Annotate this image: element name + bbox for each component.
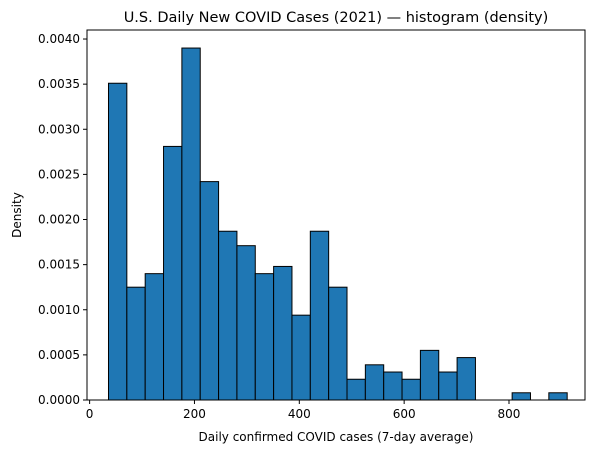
- x-axis-label: Daily confirmed COVID cases (7-day avera…: [199, 430, 474, 444]
- histogram-bar: [107, 82, 128, 401]
- histogram-bar: [456, 357, 476, 401]
- histogram-bar: [346, 378, 366, 401]
- x-tick-label: 200: [183, 407, 206, 421]
- histogram-bar: [144, 273, 165, 401]
- histogram-bar: [254, 273, 275, 401]
- x-axis-ticks: 0 200 400 600 800: [86, 400, 521, 421]
- histogram-bar: [309, 230, 330, 401]
- chart-title: U.S. Daily New COVID Cases (2021) — hist…: [124, 10, 549, 26]
- histogram-bar: [126, 286, 146, 401]
- y-tick-label: 0.0030: [38, 122, 80, 136]
- histogram-bar: [163, 145, 183, 401]
- x-tick-label: 600: [393, 407, 416, 421]
- y-tick-label: 0.0025: [38, 167, 80, 181]
- y-tick-label: 0.0005: [38, 348, 80, 362]
- y-tick-label: 0.0000: [38, 393, 80, 407]
- histogram-bar: [273, 265, 293, 401]
- histogram-bars: [107, 47, 568, 401]
- x-tick-label: 800: [498, 407, 521, 421]
- y-tick-label: 0.0035: [38, 77, 80, 91]
- histogram-bar: [511, 392, 531, 401]
- histogram-bar: [291, 314, 311, 401]
- y-axis-label: Density: [10, 192, 24, 238]
- x-tick-label: 400: [288, 407, 311, 421]
- histogram-bar: [181, 47, 201, 401]
- histogram-bar: [364, 364, 385, 401]
- y-axis-ticks: 0.0000 0.0005 0.0010 0.0015 0.0020 0.0025 0.00…: [38, 32, 87, 407]
- plot-area-frame: [86, 29, 586, 401]
- y-tick-label: 0.0010: [38, 303, 80, 317]
- x-tick-label: 0: [86, 407, 94, 421]
- histogram-bar: [236, 245, 256, 401]
- histogram-bar: [419, 349, 440, 401]
- histogram-bar: [383, 371, 403, 401]
- histogram-bar: [548, 392, 568, 401]
- y-tick-label: 0.0020: [38, 213, 80, 227]
- histogram-bar: [401, 378, 421, 401]
- histogram-bar: [438, 371, 458, 401]
- y-tick-label: 0.0040: [38, 32, 80, 46]
- y-tick-label: 0.0015: [38, 258, 80, 272]
- histogram-bar: [218, 230, 238, 401]
- histogram-bar: [328, 286, 348, 401]
- histogram-bar: [199, 181, 220, 401]
